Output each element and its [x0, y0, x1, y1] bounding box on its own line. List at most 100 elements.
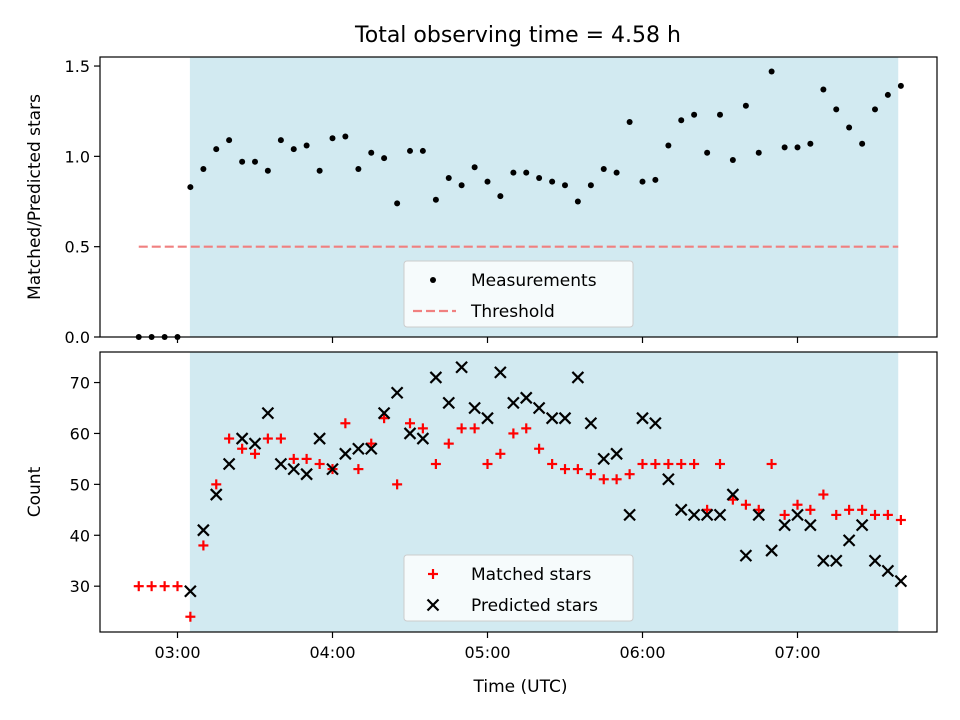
measurement-point: [600, 166, 607, 172]
legend-measurement-marker: [430, 277, 436, 283]
predicted-star-point: [713, 508, 727, 522]
matched-star-point: [430, 459, 441, 469]
matched-star-point: [366, 438, 377, 449]
y-tick-label: 0.0: [65, 328, 90, 347]
measurement-point: [639, 178, 646, 185]
x-stroke: [674, 503, 688, 517]
matched-star-point: [650, 459, 661, 469]
matched-star-point: [727, 494, 738, 505]
predicted-star-point: [494, 366, 507, 379]
x-stroke: [636, 411, 649, 425]
matched-star-point: [417, 423, 428, 434]
measurement-point: [859, 140, 866, 147]
predicted-star-point: [894, 574, 908, 588]
x-stroke: [842, 534, 856, 547]
matched-star-point: [379, 413, 390, 424]
predicted-star-point: [739, 549, 753, 562]
x-stroke: [274, 457, 288, 471]
predicted-star-point: [791, 508, 804, 522]
predicted-star-point: [352, 442, 365, 456]
x-stroke: [416, 432, 430, 445]
predicted-star-point: [532, 401, 546, 415]
matched-star-point: [443, 438, 454, 449]
measurement-point: [652, 176, 659, 183]
measurement-point: [213, 146, 220, 153]
matched-star-point: [844, 504, 855, 515]
measurement-point: [691, 111, 698, 118]
y-tick-label: 1.5: [65, 57, 90, 76]
x-stroke: [584, 416, 598, 430]
measurement-point: [355, 166, 362, 172]
matched-star-point: [895, 515, 906, 525]
measurement-point: [833, 106, 840, 113]
x-stroke: [300, 467, 313, 481]
measurement-point: [897, 82, 904, 89]
measurement-point: [549, 178, 556, 185]
x-stroke: [649, 416, 662, 430]
predicted-star-point: [481, 411, 494, 425]
measurement-point: [407, 147, 413, 154]
matched-star-point: [689, 459, 700, 469]
x-stroke: [545, 411, 559, 425]
measurement-point: [794, 144, 801, 151]
x-stroke: [352, 442, 365, 456]
y-tick-label: 60: [70, 424, 90, 443]
measurement-point: [729, 156, 736, 163]
measurement-point: [252, 158, 258, 165]
measurement-point: [394, 200, 401, 207]
matched-star-point: [198, 540, 209, 551]
matched-star-point: [547, 459, 558, 469]
predicted-star-point: [390, 386, 404, 400]
matched-star-point: [237, 443, 248, 454]
x-stroke: [700, 508, 714, 522]
measurement-point: [562, 182, 568, 189]
measurement-point: [872, 106, 878, 113]
x-stroke: [610, 447, 623, 461]
matched-star-point: [534, 443, 545, 454]
predicted-star-point: [571, 371, 585, 384]
x-stroke: [494, 366, 507, 379]
predicted-star-point: [429, 371, 443, 384]
x-stroke: [313, 432, 326, 445]
predicted-star-point: [855, 518, 869, 532]
legend-box: [403, 260, 634, 328]
measurement-point: [510, 169, 517, 176]
measurement-point: [432, 196, 439, 203]
x-stroke: [881, 564, 895, 578]
y-tick-label: 0.5: [65, 238, 90, 257]
matched-star-point: [560, 464, 570, 475]
measurement-point: [820, 86, 827, 93]
x-stroke: [287, 462, 301, 476]
matched-star-point: [585, 469, 596, 480]
measurement-point: [613, 169, 620, 176]
matched-star-point: [753, 504, 764, 515]
predicted-star-point: [274, 457, 288, 471]
matched-star-point: [185, 611, 196, 622]
measurement-point: [536, 175, 543, 182]
measurement-point: [419, 147, 426, 154]
x-stroke: [726, 488, 740, 501]
predicted-star-point: [597, 452, 611, 466]
matched-star-point: [340, 418, 351, 429]
legend-label: Threshold: [470, 302, 555, 322]
y-tick-label: 50: [70, 475, 90, 494]
measurement-point: [277, 137, 284, 144]
predicted-star-point: [868, 554, 882, 568]
predicted-star-point: [545, 411, 559, 425]
matched-star-point: [857, 504, 868, 515]
x-stroke: [197, 523, 210, 537]
predicted-star-point: [326, 462, 339, 476]
matched-star-point: [275, 433, 286, 444]
x-stroke: [558, 411, 572, 425]
measurement-point: [587, 182, 594, 189]
legend: Measurements Threshold: [403, 260, 634, 328]
measurement-point: [316, 167, 323, 174]
x-stroke: [507, 396, 520, 410]
y-tick-label: 70: [70, 374, 90, 393]
x-tick-label: 06:00: [619, 643, 665, 662]
predicted-star-point: [778, 518, 791, 532]
x-stroke: [519, 391, 533, 405]
measurement-point: [807, 140, 814, 147]
matched-star-point: [740, 499, 751, 510]
measurement-point: [303, 142, 310, 149]
